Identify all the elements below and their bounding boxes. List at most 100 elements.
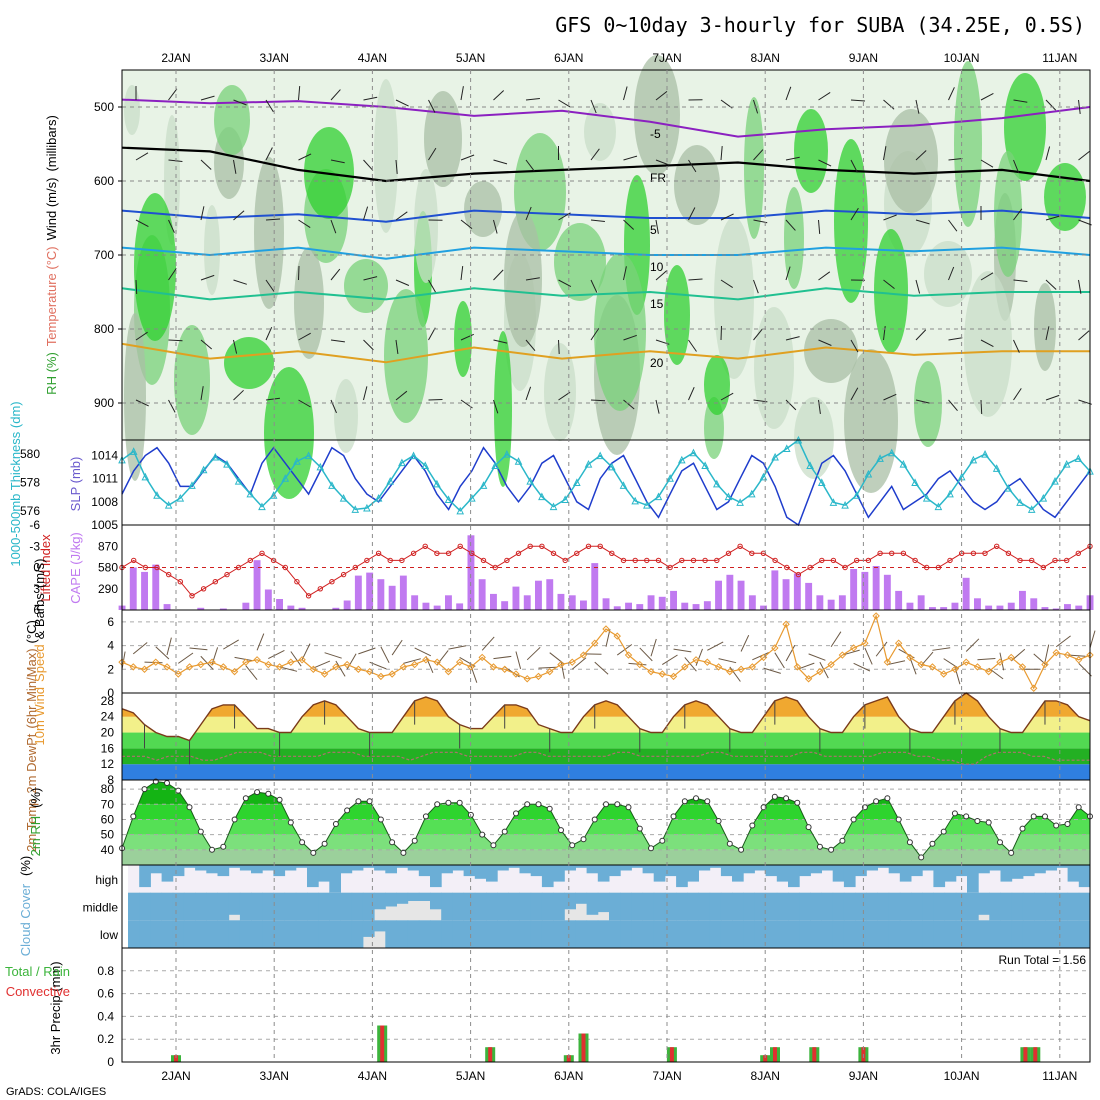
rh-shade-blob <box>634 55 680 175</box>
wind-barb <box>720 279 733 289</box>
rh-tick-label: 40 <box>101 843 115 857</box>
cloud-bar <box>832 865 845 882</box>
cape-bar <box>1075 605 1083 610</box>
cloud-bar <box>788 920 800 948</box>
cloud-bar <box>978 892 990 915</box>
thickness-marker <box>573 478 581 486</box>
cloud-bar <box>541 920 554 948</box>
cape-bar <box>861 571 869 610</box>
cloud-bar <box>989 892 1001 921</box>
rh-shade-blob <box>254 157 284 309</box>
cape-bar <box>726 574 734 610</box>
cape-bar <box>737 580 745 610</box>
cloud-bar <box>620 920 632 948</box>
wind-speed-marker <box>793 663 802 671</box>
cloud-bar <box>1022 865 1035 877</box>
cloud-bar <box>553 892 565 921</box>
run-total-label: Run Total = 1.56 <box>998 953 1086 967</box>
cape-bar <box>366 572 374 610</box>
rh-marker <box>681 798 688 805</box>
rh-marker <box>738 846 745 853</box>
wind-barb <box>977 658 996 661</box>
wind-speed-marker <box>816 667 824 676</box>
rh-marker <box>783 795 790 802</box>
cape-bar <box>490 593 497 610</box>
wind-barb <box>954 666 961 685</box>
wind-speed-marker <box>636 660 644 669</box>
rh-marker <box>884 795 891 802</box>
wind-barb <box>688 339 697 352</box>
rh-marker <box>659 837 666 844</box>
cloud-bar <box>463 892 476 921</box>
cloud-bar <box>284 920 297 948</box>
wind-barb <box>655 91 668 101</box>
wind-speed-marker <box>444 667 453 676</box>
cloud-bar <box>1000 865 1013 882</box>
thickness-marker <box>351 505 360 513</box>
cloud-bar <box>239 920 252 948</box>
y-axis-label-part: RH (%) <box>44 352 59 395</box>
thickness-marker <box>899 459 908 468</box>
rh-shade-blob <box>424 91 462 187</box>
lifted-index-marker <box>154 564 160 571</box>
cloud-bar <box>877 892 890 921</box>
day-label-top: 2JAN <box>161 51 190 65</box>
lifted-index-marker <box>270 557 277 564</box>
cape-bar <box>298 607 306 610</box>
cape-bar <box>715 580 722 610</box>
wind-barb <box>298 332 311 341</box>
cloud-bar <box>1022 920 1035 948</box>
wind-barb <box>1045 215 1060 221</box>
slp-tick-label: 1014 <box>91 448 118 462</box>
cloud-bar <box>888 892 901 921</box>
thickness-marker <box>666 474 674 482</box>
rh-marker <box>558 827 564 834</box>
thickness-marker <box>946 489 954 498</box>
precip-convective-bar <box>380 1025 385 1062</box>
wind-speed-marker <box>422 656 430 664</box>
rh-marker <box>839 837 846 844</box>
wind-barb <box>428 327 436 341</box>
wind-barb <box>330 89 341 101</box>
cloud-bar <box>967 865 979 893</box>
rh-marker <box>175 787 182 794</box>
thickness-marker <box>409 451 418 460</box>
cloud-bar <box>1000 920 1013 948</box>
wind-speed-marker <box>230 667 239 676</box>
wind-barb <box>428 279 436 293</box>
lifted-index-marker <box>749 550 755 556</box>
cape-bar <box>512 586 520 610</box>
wind-barb <box>707 641 724 651</box>
wind-barb <box>623 399 635 410</box>
cloud-bar <box>899 892 912 921</box>
day-label-bottom: 5JAN <box>456 1069 485 1083</box>
cloud-bar <box>564 920 576 948</box>
y-tick-label: 500 <box>94 100 114 114</box>
y-axis-label-part: Wind (m/s) <box>44 178 59 241</box>
cloud-bar <box>877 865 890 868</box>
thickness-marker <box>281 474 290 482</box>
cloud-bar <box>597 865 610 882</box>
cape-bar <box>422 602 430 610</box>
wind-barb <box>223 639 239 650</box>
wind-barb <box>818 219 821 234</box>
wind-barb <box>265 326 273 341</box>
lifted-index-marker <box>492 564 498 571</box>
cape-bar <box>670 590 677 610</box>
wind-barb <box>298 219 311 229</box>
cloud-bar <box>362 892 375 921</box>
wind-barb <box>774 652 785 669</box>
rh-marker <box>580 836 587 843</box>
precip-tick-label: 0.2 <box>97 1032 114 1046</box>
wind-speed-marker <box>377 672 385 681</box>
cape-bar <box>883 574 891 610</box>
lifted-index-marker <box>224 571 230 578</box>
wind-barb <box>391 639 403 656</box>
rh-shade-blob <box>334 379 358 453</box>
wind-barb <box>980 92 994 101</box>
cloud-bar <box>329 892 341 921</box>
wind-speed-marker <box>365 667 374 676</box>
cloud-bar <box>911 920 923 948</box>
wind-speed-marker <box>917 660 925 669</box>
